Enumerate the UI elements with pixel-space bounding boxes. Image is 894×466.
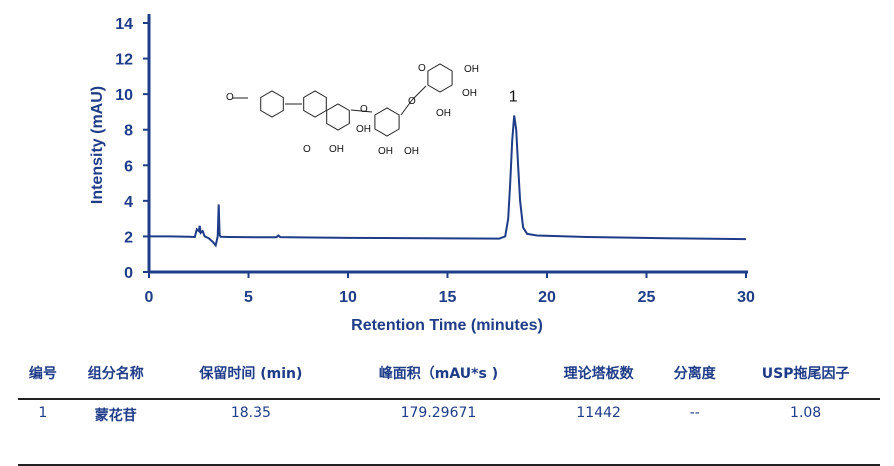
x-axis-label: Retention Time (minutes)	[351, 317, 543, 334]
table-cell: --	[658, 399, 732, 466]
column-header: USP拖尾因子	[731, 348, 880, 400]
chromatogram-chart: O O OH O O O OH OH OH OH OH OH 0 5 10 15 20 25 30 0 2 4 6 8 10 1…	[89, 14, 755, 334]
table-row: 1 蒙花苷 18.35 179.29671 11442 -- 1.08	[18, 399, 880, 466]
table-cell: 179.29671	[337, 399, 539, 466]
column-header: 理论塔板数	[538, 348, 659, 400]
structure-label: O	[408, 96, 416, 107]
x-tick-label: 15	[439, 289, 457, 306]
peak-label: 1	[509, 88, 518, 105]
x-tick-label: 10	[339, 289, 357, 306]
column-header: 编号	[18, 348, 68, 400]
table-cell: 1	[18, 399, 68, 466]
structure-label: O	[303, 144, 311, 155]
y-tick-label: 12	[115, 52, 133, 69]
structure-label: O	[226, 92, 234, 103]
y-tick-label: 2	[124, 229, 133, 246]
x-tick-label: 0	[145, 289, 154, 306]
structure-label: O	[418, 63, 426, 74]
structure-label: OH	[462, 88, 477, 99]
y-axis-label: Intensity (mAU)	[89, 86, 106, 204]
chromatogram-trace	[149, 115, 747, 248]
x-tick-label: 30	[737, 289, 755, 306]
structure-label: OH	[378, 146, 393, 157]
x-tick-label: 5	[244, 289, 253, 306]
y-tick-label: 4	[124, 194, 133, 211]
column-header: 分离度	[658, 348, 732, 400]
table-cell: 1.08	[731, 399, 880, 466]
y-tick-label: 10	[115, 87, 133, 104]
peak-table: 编号 组分名称 保留时间 (min) 峰面积（mAU*s ) 理论塔板数 分离度 USP拖尾…	[18, 348, 880, 466]
y-tick-label: 0	[124, 265, 133, 282]
table-cell: 18.35	[163, 399, 338, 466]
structure-label: OH	[464, 64, 479, 75]
structure-label: OH	[436, 108, 451, 119]
chemical-structure-image: O O OH O O O OH OH OH OH OH OH	[226, 63, 479, 157]
column-header: 保留时间 (min)	[163, 348, 338, 400]
structure-label: O	[360, 104, 368, 115]
y-tick-label: 8	[124, 123, 133, 140]
table-cell: 蒙花苷	[67, 399, 164, 466]
x-tick-label: 20	[538, 289, 556, 306]
column-header: 组分名称	[67, 348, 164, 400]
table-cell: 11442	[538, 399, 659, 466]
structure-label: OH	[329, 144, 344, 155]
y-tick-label: 6	[124, 158, 133, 175]
y-tick-label: 14	[115, 16, 133, 33]
column-header: 峰面积（mAU*s )	[337, 348, 539, 400]
x-tick-label: 25	[638, 289, 656, 306]
structure-label: OH	[404, 146, 419, 157]
structure-label: OH	[356, 124, 371, 135]
